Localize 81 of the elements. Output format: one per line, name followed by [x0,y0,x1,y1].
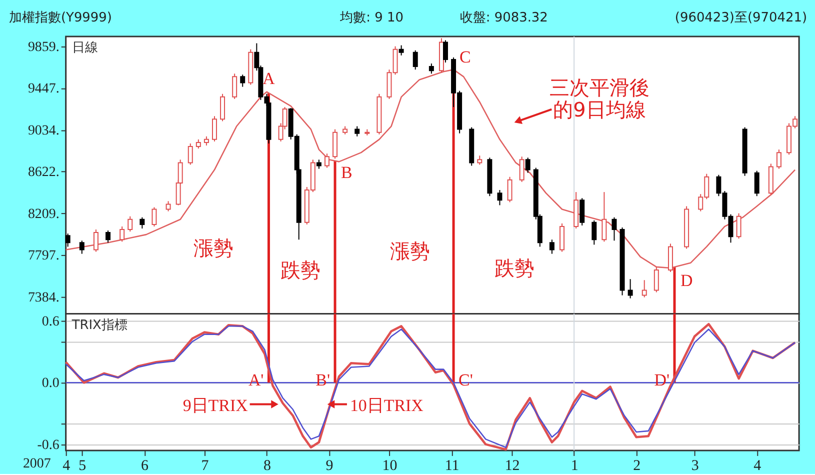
candlestick [754,170,760,197]
annotation: 10日TRIX [350,396,424,416]
candlestick [106,230,111,244]
candlestick [398,44,404,56]
x-tick-label: 12 [504,458,520,474]
x-tick-label: 3 [691,458,699,474]
x-tick-label: 5 [78,458,86,474]
annotation: 漲勢 [390,238,430,263]
annotation: 跌勢 [280,258,320,282]
candlestick [497,190,502,206]
x-tick-label: 10 [382,458,398,474]
candlestick [316,159,322,170]
chart-title: 日線 [72,40,98,56]
candlestick [65,233,70,248]
x-tick-label: 7 [201,458,210,474]
x-tick-label: 11 [444,458,460,474]
candlestick [93,229,98,252]
candlestick [152,206,157,227]
x-tick-label: 2 [633,458,641,474]
y-tick-label: 9859. [28,40,60,55]
chart-title: TRIX指標 [70,318,128,333]
candlestick [507,176,512,203]
text: 均數: 9 10 [339,10,404,26]
candlestick [232,73,238,100]
candlestick [212,116,217,142]
candlestick [654,266,659,293]
y-tick-label: 7384. [28,290,60,306]
annotation: 漲勢 [193,236,234,260]
y-tick-label: 8622. [28,165,60,180]
candlestick [776,149,782,170]
candlestick [602,192,607,242]
candlestick [120,226,125,242]
candlestick [428,63,434,74]
annotation: 跌勢 [494,256,535,280]
x-tick-label: 1 [570,458,578,474]
candlestick [324,153,330,168]
text: 收盤: 9083.32 [460,10,548,26]
x-tick-label: 4 [62,458,71,474]
candlestick [220,93,226,122]
annotation: 9日TRIX [182,396,248,416]
candlestick [140,216,145,229]
candlestick [580,198,585,226]
annotation: 三次平滑後的9日均線 [550,75,650,122]
y-tick-label: 8209. [28,206,60,222]
candlestick [204,136,209,146]
candlestick [519,156,524,182]
candlestick [612,216,617,242]
ref-line-label: D [680,270,693,290]
y-tick-label: 0.0 [42,376,60,392]
y-tick-label: 7797. [28,248,60,264]
candlestick [668,243,673,273]
x-tick-label: 8 [263,458,271,474]
candlestick [354,126,360,137]
y-tick-label: -0.6 [37,438,60,453]
candlestick [166,200,171,212]
candlestick [592,220,597,246]
candlestick [642,280,647,298]
y-tick-label: 9034. [28,123,60,138]
candlestick [196,138,201,150]
candlestick [128,216,133,232]
y-tick-label: 9447. [28,82,60,97]
x-tick-label: 4 [754,458,762,474]
x-tick-label: 9 [326,458,334,474]
ref-line-label: B [341,162,352,182]
candlestick [560,222,564,252]
candlestick [240,74,246,88]
candlestick [628,278,633,299]
y-tick-label: 0.6 [42,314,60,330]
candlestick [188,142,193,166]
candlestick [525,157,530,174]
candlestick [79,240,84,254]
text: 加權指數(Y9999) [8,10,112,26]
candlestick [412,50,418,70]
text: (960423)至(970421) [674,10,808,26]
candlestick [477,155,482,166]
candlestick [549,239,554,254]
candlestick [443,40,448,64]
candlestick [736,212,742,240]
ref-line-label: C [460,48,471,67]
x-tick-label: 6 [140,458,149,474]
text: 2007 [22,456,51,472]
